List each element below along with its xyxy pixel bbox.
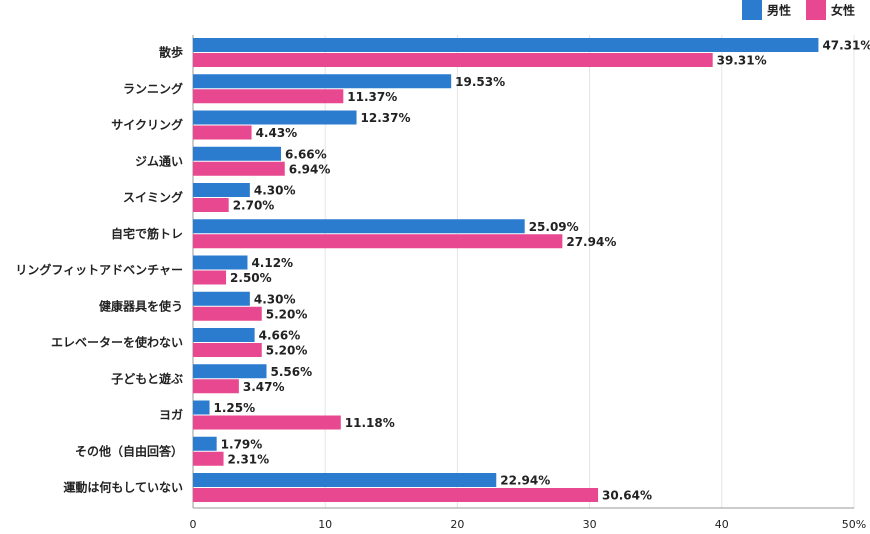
value-label: 4.30% xyxy=(254,292,296,306)
bar xyxy=(193,291,250,306)
bar xyxy=(193,270,227,285)
value-label: 5.56% xyxy=(271,365,313,379)
x-tick-label: 30 xyxy=(583,518,597,531)
bar xyxy=(193,473,497,487)
bar xyxy=(193,328,255,342)
y-tick-label: その他（自由回答） xyxy=(75,443,183,458)
value-label: 6.94% xyxy=(289,162,331,176)
value-label: 1.79% xyxy=(221,437,263,451)
x-tick-label: 0 xyxy=(190,518,197,531)
value-label: 22.94% xyxy=(500,474,550,488)
value-label: 4.30% xyxy=(254,184,296,198)
bar xyxy=(193,38,819,52)
bar xyxy=(193,255,248,270)
value-label: 2.50% xyxy=(230,271,272,285)
bar xyxy=(193,415,341,430)
legend-label: 男性 xyxy=(767,3,791,18)
bar xyxy=(193,343,262,357)
value-label: 4.12% xyxy=(251,256,293,270)
value-label: 4.66% xyxy=(259,329,301,343)
value-label: 2.31% xyxy=(228,452,270,466)
value-label: 5.20% xyxy=(266,307,308,321)
y-tick-label: ヨガ xyxy=(159,407,183,422)
bar xyxy=(193,53,713,67)
value-label: 39.31% xyxy=(717,54,767,68)
legend-swatch xyxy=(806,0,826,20)
bar xyxy=(193,488,599,502)
x-tick-label: 20 xyxy=(450,518,464,531)
y-tick-label: 散歩 xyxy=(159,45,183,60)
y-tick-label: ジム通い xyxy=(135,153,183,168)
bar xyxy=(193,364,267,379)
y-tick-label: 自宅で筋トレ xyxy=(111,226,183,241)
bar xyxy=(193,125,252,140)
bar xyxy=(193,451,224,466)
value-label: 4.43% xyxy=(256,126,298,140)
value-label: 1.25% xyxy=(214,401,256,415)
bar xyxy=(193,161,285,176)
bar xyxy=(193,379,239,394)
bar xyxy=(193,74,452,89)
value-label: 2.70% xyxy=(233,199,275,213)
x-tick-label: 10 xyxy=(318,518,332,531)
value-label: 12.37% xyxy=(361,111,411,125)
bar xyxy=(193,234,563,249)
legend-label: 女性 xyxy=(831,3,855,18)
y-tick-label: サイクリング xyxy=(111,117,183,132)
value-label: 5.20% xyxy=(266,344,308,358)
value-label: 6.66% xyxy=(285,147,327,161)
y-tick-label: リングフィットアドベンチャー xyxy=(15,262,183,277)
y-tick-label: 子どもと遊ぶ xyxy=(111,371,183,386)
x-tick-label: 50% xyxy=(842,518,866,531)
bar xyxy=(193,146,282,161)
bar xyxy=(193,110,357,125)
bar xyxy=(193,219,525,234)
y-tick-label: ランニング xyxy=(123,81,183,96)
value-label: 11.18% xyxy=(345,416,395,430)
value-label: 11.37% xyxy=(347,90,397,104)
legend-swatch xyxy=(742,0,762,20)
y-tick-label: 運動は何もしていない xyxy=(63,480,183,495)
bar xyxy=(193,183,250,197)
value-label: 3.47% xyxy=(243,380,285,394)
value-label: 19.53% xyxy=(455,75,505,89)
value-label: 47.31% xyxy=(822,39,870,53)
value-label: 27.94% xyxy=(566,235,616,249)
x-tick-label: 40 xyxy=(715,518,729,531)
y-tick-label: スイミング xyxy=(123,190,183,205)
bar xyxy=(193,89,344,104)
value-label: 30.64% xyxy=(602,489,652,503)
bar xyxy=(193,400,210,415)
y-tick-label: エレベーターを使わない xyxy=(51,335,183,350)
bar xyxy=(193,306,262,321)
bar xyxy=(193,198,229,212)
value-label: 25.09% xyxy=(529,220,579,234)
bar xyxy=(193,436,217,451)
y-tick-label: 健康器具を使う xyxy=(99,298,183,313)
